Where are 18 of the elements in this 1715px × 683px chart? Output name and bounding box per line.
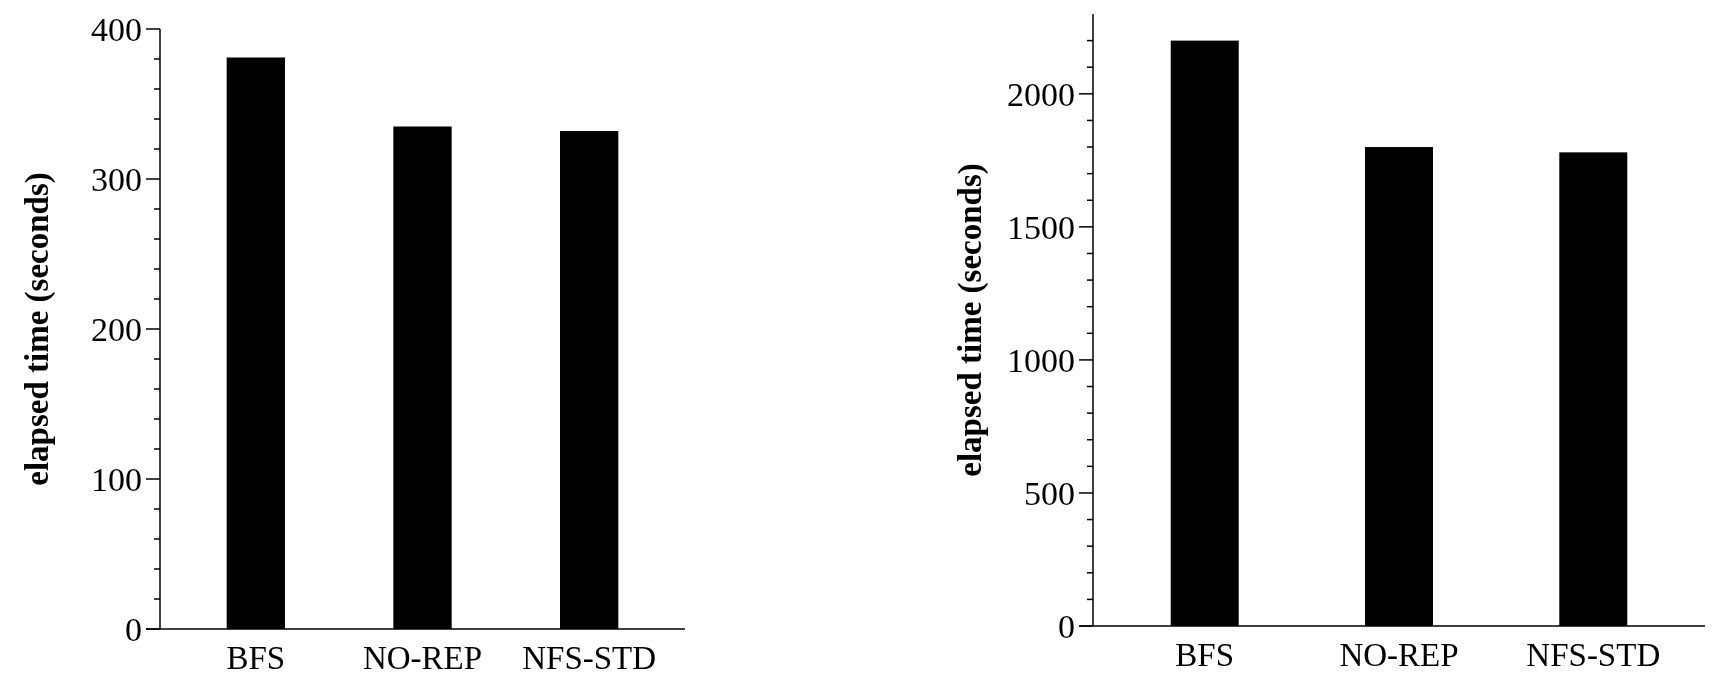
- y-tick-label: 500: [1024, 474, 1075, 512]
- y-tick-label: 0: [1058, 607, 1075, 645]
- y-tick-label: 0: [125, 610, 142, 648]
- y-axis-title: elapsed time (seconds): [19, 172, 56, 486]
- y-tick-label: 100: [91, 460, 142, 498]
- y-tick-label: 200: [91, 310, 142, 348]
- x-tick-label: NFS-STD: [1526, 637, 1661, 673]
- x-tick-label: NO-REP: [362, 640, 483, 676]
- y-axis-title: elapsed time (seconds): [952, 163, 989, 477]
- y-tick-label: 1500: [1007, 208, 1075, 246]
- y-tick-label: 2000: [1007, 75, 1075, 113]
- x-tick-label: NO-REP: [1339, 637, 1459, 673]
- x-tick-label: NFS-STD: [522, 640, 657, 676]
- x-tick-label: BFS: [226, 640, 286, 676]
- x-tick-label: BFS: [1175, 637, 1235, 673]
- y-tick-label: 1000: [1007, 341, 1075, 379]
- y-tick-label: 400: [91, 10, 142, 48]
- y-tick-label: 300: [91, 160, 142, 198]
